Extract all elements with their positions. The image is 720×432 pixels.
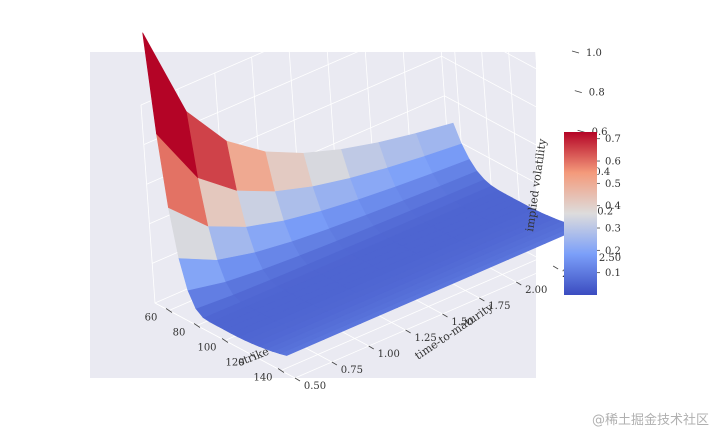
- colorbar-tick-label: 0.7: [605, 134, 621, 145]
- watermark: @稀土掘金技术社区: [592, 412, 709, 428]
- colorbar-tick-label: 0.5: [605, 179, 621, 190]
- colorbar-tick-label: 0.3: [605, 224, 621, 235]
- y-tick-mark: [479, 297, 485, 302]
- y-tick-mark: [294, 377, 301, 382]
- y-tick-label: 1.25: [414, 333, 436, 344]
- x-tick-mark: [249, 353, 257, 358]
- surface-patch: [142, 32, 199, 179]
- surface: [142, 32, 583, 356]
- y-tick-mark: [331, 361, 338, 366]
- x-tick-mark: [193, 323, 201, 328]
- axis-ticks: 60 80 100 120 140 0.50 0.75 1.00 1.25 1.50 1.75 2.0…: [145, 48, 622, 392]
- z-tick-label: 1.0: [586, 48, 602, 59]
- y-tick-label: 2.50: [599, 253, 621, 264]
- y-tick-label: 2.00: [525, 285, 547, 296]
- x-tick-mark: [165, 308, 173, 313]
- y-tick-mark: [552, 265, 559, 270]
- z-tick-mark: [571, 50, 580, 54]
- x-tick-mark: [221, 338, 229, 343]
- x-tick-label: 60: [145, 313, 158, 324]
- x-tick-label: 140: [253, 373, 272, 384]
- colorbar: [564, 132, 597, 295]
- colorbar-tick-label: 0.2: [605, 246, 621, 257]
- z-tick-mark: [577, 129, 585, 133]
- y-tick-mark: [442, 313, 448, 318]
- z-tick-label: 0.6: [592, 127, 608, 138]
- y-tick-label: 1.75: [488, 301, 510, 312]
- z-tick-label: 0.4: [594, 167, 610, 178]
- grid-line-z: [146, 55, 582, 185]
- y-tick-label: 1.50: [451, 317, 473, 328]
- z-tick-label: 0.8: [589, 88, 605, 99]
- x-tick-label: 80: [173, 328, 186, 339]
- grid-line-z: [143, 16, 579, 145]
- x-tick-label: 100: [197, 343, 216, 354]
- y-tick-label: 0.50: [304, 381, 326, 392]
- colorbar-tick-label: 0.1: [605, 268, 621, 279]
- x-tick-mark: [277, 368, 285, 373]
- y-tick-mark: [516, 281, 522, 286]
- z-tick-mark: [574, 90, 582, 93]
- y-tick-mark: [368, 345, 374, 350]
- x-tick-label: 120: [225, 358, 244, 369]
- colorbar-tick-label: 0.6: [605, 157, 621, 168]
- colorbar-tick-label: 0.4: [605, 201, 621, 212]
- y-tick-label: 0.75: [341, 365, 363, 376]
- z-tick-label: 0.2: [597, 206, 613, 217]
- colorbar-ticks: 0.10.20.30.40.50.60.7: [597, 134, 621, 279]
- grid-line-z: [140, 0, 577, 106]
- y-tick-label: 1.00: [378, 349, 400, 360]
- y-tick-mark: [405, 329, 411, 334]
